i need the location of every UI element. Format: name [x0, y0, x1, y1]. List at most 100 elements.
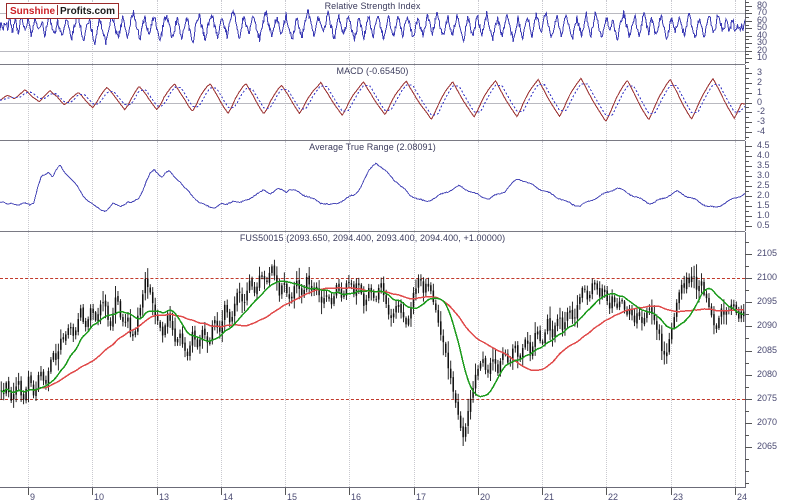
- y-axis-tick: [745, 122, 752, 123]
- rsi-reference-line: [0, 51, 745, 52]
- x-axis-label: 9: [30, 492, 36, 502]
- rsi-reference-line: [0, 13, 745, 14]
- y-axis-label: 1: [757, 87, 763, 97]
- y-axis-label: 1.0: [757, 210, 770, 220]
- y-axis-minor-tick: [745, 242, 749, 243]
- y-axis-minor-tick: [745, 127, 749, 128]
- y-axis-minor-tick: [745, 221, 749, 222]
- y-axis-minor-tick: [745, 314, 749, 315]
- y-axis-label: 2070: [757, 417, 778, 427]
- x-axis-label: 23: [673, 492, 684, 502]
- vertical-gridline: [221, 0, 222, 64]
- y-axis-label: 2080: [757, 369, 778, 379]
- y-axis-tick: [745, 166, 752, 167]
- vertical-gridline: [414, 232, 415, 487]
- y-axis-tick: [745, 226, 752, 227]
- x-axis-tick: [28, 488, 29, 495]
- x-axis-tick: [285, 488, 286, 495]
- y-axis-label: 40: [757, 30, 768, 40]
- vertical-gridline: [414, 65, 415, 140]
- y-axis-tick: [745, 375, 752, 376]
- x-axis-tick: [542, 488, 543, 495]
- y-axis-label: 2.5: [757, 180, 770, 190]
- y-axis-label: 0: [757, 97, 763, 107]
- y-axis-minor-tick: [745, 387, 749, 388]
- panel-separator-macd-atr: [0, 140, 745, 141]
- y-axis-label: 3: [757, 67, 763, 77]
- vertical-gridline: [542, 0, 543, 64]
- y-axis-label: 60: [757, 15, 768, 25]
- vertical-gridline: [735, 141, 736, 231]
- vertical-gridline: [606, 65, 607, 140]
- vertical-gridline: [349, 232, 350, 487]
- y-axis-tick: [745, 43, 752, 44]
- vertical-gridline: [542, 232, 543, 487]
- y-axis-tick: [745, 6, 752, 7]
- y-axis-minor-tick: [745, 201, 749, 202]
- y-axis-label: 20: [757, 45, 768, 55]
- y-axis-minor-tick: [745, 17, 749, 18]
- vertical-gridline: [92, 141, 93, 231]
- y-axis-label: 2105: [757, 248, 778, 258]
- x-axis-tick: [92, 488, 93, 495]
- y-axis-label: 0.5: [757, 220, 770, 230]
- y-axis-label: 2095: [757, 296, 778, 306]
- y-axis-tick: [745, 132, 752, 133]
- y-axis-tick: [745, 196, 752, 197]
- vertical-gridline: [478, 141, 479, 231]
- price-y-axis: 2105 2100 2095 2090 2085 2080 2075 2070 2065: [745, 232, 800, 487]
- y-axis-tick: [745, 36, 752, 37]
- vertical-gridline: [221, 141, 222, 231]
- vertical-gridline: [478, 65, 479, 140]
- y-axis-label: 70: [757, 7, 768, 17]
- y-axis-minor-tick: [745, 266, 749, 267]
- y-axis-label: 2: [757, 77, 763, 87]
- y-axis-tick: [745, 112, 752, 113]
- y-axis-minor-tick: [745, 10, 749, 11]
- vertical-gridline: [28, 232, 29, 487]
- x-axis-label: 16: [351, 492, 362, 502]
- x-axis-label: 24: [737, 492, 748, 502]
- vertical-gridline: [542, 141, 543, 231]
- y-axis-minor-tick: [745, 107, 749, 108]
- macd-zero-line: [0, 103, 745, 104]
- y-axis-tick: [745, 206, 752, 207]
- y-axis-label: 30: [757, 37, 768, 47]
- vertical-gridline: [671, 65, 672, 140]
- y-axis-label: 4.5: [757, 140, 770, 150]
- sunshine-profits-logo: Sunshine Profits.com: [6, 3, 120, 19]
- x-axis-label: 14: [223, 492, 234, 502]
- y-axis-tick: [745, 399, 752, 400]
- x-axis-line: [0, 487, 745, 488]
- vertical-gridline: [542, 65, 543, 140]
- y-axis-label: 80: [757, 0, 768, 10]
- x-axis-label: 20: [480, 492, 491, 502]
- y-axis-label: 10: [757, 52, 768, 62]
- y-axis-minor-tick: [745, 151, 749, 152]
- logo-text-sunshine: Sunshine: [10, 6, 56, 17]
- x-axis-label: 17: [416, 492, 427, 502]
- y-axis-label: -3: [757, 116, 766, 126]
- panel-separator-atr-price: [0, 231, 745, 232]
- x-axis-label: 21: [544, 492, 555, 502]
- y-axis-tick: [745, 28, 752, 29]
- vertical-gridline: [735, 232, 736, 487]
- y-axis-tick: [745, 423, 752, 424]
- price-panel: FUS50015 (2093.650, 2094.400, 2093.400, …: [0, 232, 800, 487]
- y-axis-minor-tick: [745, 88, 749, 89]
- x-axis-tick: [349, 488, 350, 495]
- y-axis-tick: [745, 278, 752, 279]
- price-reference-line: [0, 278, 745, 279]
- rsi-y-axis: 80 70 60 50 40 30 20 10: [745, 0, 800, 64]
- vertical-gridline: [28, 141, 29, 231]
- vertical-gridline: [478, 232, 479, 487]
- y-axis-tick: [745, 176, 752, 177]
- y-axis-label: 2085: [757, 345, 778, 355]
- x-axis: 9 10 13 14 15 16 17 20 21 22 23 24: [0, 487, 748, 504]
- vertical-gridline: [671, 0, 672, 64]
- x-axis-tick: [478, 488, 479, 495]
- y-axis-tick: [745, 302, 752, 303]
- vertical-gridline: [221, 232, 222, 487]
- vertical-gridline: [157, 141, 158, 231]
- y-axis-line: [745, 232, 746, 487]
